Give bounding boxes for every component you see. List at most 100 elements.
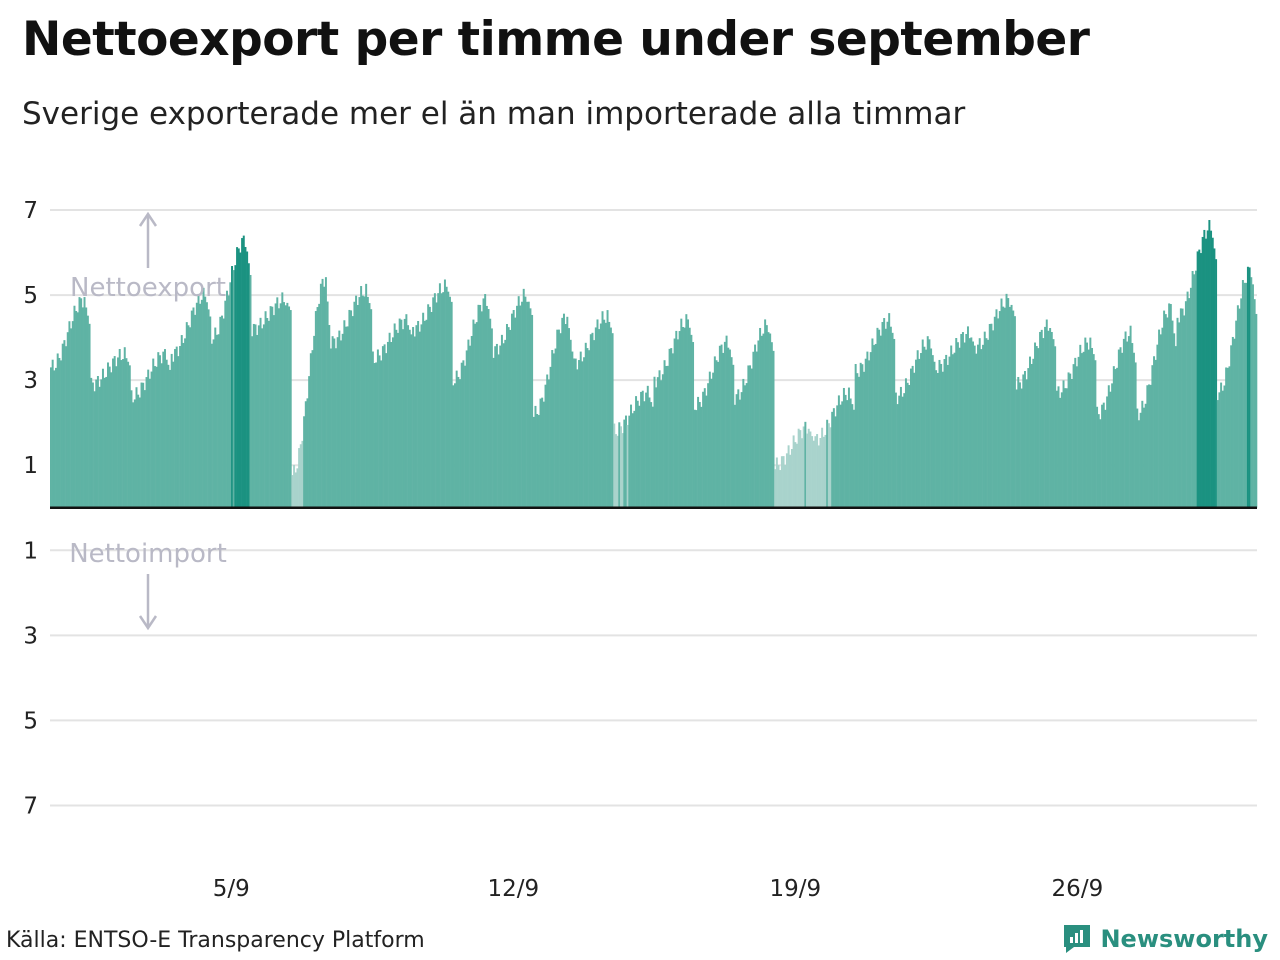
hour-bar bbox=[1200, 253, 1202, 508]
hour-bar bbox=[158, 355, 161, 508]
hour-bar bbox=[997, 318, 1000, 508]
hour-bar bbox=[956, 342, 959, 508]
hour-bar bbox=[536, 413, 539, 508]
hour-bar bbox=[566, 316, 569, 508]
hour-bar bbox=[403, 318, 406, 508]
hour-bar bbox=[769, 333, 772, 508]
hour-bar bbox=[708, 371, 711, 508]
hour-bar bbox=[655, 387, 658, 508]
hour-bar bbox=[744, 385, 746, 508]
hour-bar bbox=[1027, 368, 1030, 508]
hour-bar bbox=[249, 274, 252, 508]
hour-bar bbox=[448, 296, 451, 508]
hour-bar bbox=[234, 265, 237, 508]
hour-bar bbox=[132, 402, 135, 508]
hour-bar bbox=[1139, 412, 1142, 508]
hour-bar bbox=[908, 385, 911, 508]
hour-bar bbox=[244, 246, 247, 508]
hour-bar bbox=[343, 320, 346, 508]
hour-bar bbox=[836, 405, 839, 508]
hour-bar bbox=[941, 371, 944, 508]
hour-bar bbox=[993, 316, 996, 508]
hour-bar bbox=[1007, 298, 1010, 508]
hour-bar bbox=[1050, 331, 1053, 508]
hour-bar bbox=[541, 397, 544, 508]
hour-bar bbox=[1054, 346, 1057, 508]
hour-bar bbox=[1005, 293, 1008, 508]
hour-bar bbox=[1122, 338, 1125, 508]
hour-bar bbox=[633, 410, 636, 508]
hour-bar bbox=[298, 448, 301, 508]
hour-bar bbox=[1221, 390, 1224, 508]
hour-bar bbox=[314, 311, 317, 508]
hour-bar bbox=[469, 345, 472, 508]
hour-bar bbox=[56, 353, 59, 508]
hour-bar bbox=[115, 366, 118, 508]
hour-bar bbox=[844, 394, 847, 508]
hour-bar bbox=[222, 318, 225, 508]
hour-bar bbox=[95, 379, 98, 508]
hour-bar bbox=[1075, 366, 1078, 508]
hour-bar bbox=[1034, 342, 1037, 508]
hour-bar bbox=[179, 346, 182, 508]
hour-bar bbox=[1119, 347, 1122, 508]
hour-bar bbox=[514, 317, 517, 508]
hour-bar bbox=[782, 456, 785, 508]
hour-bar bbox=[160, 363, 163, 508]
hour-bar bbox=[1136, 408, 1139, 508]
hour-bar bbox=[413, 336, 416, 508]
hour-bar bbox=[920, 353, 923, 508]
hour-bar bbox=[998, 311, 1001, 508]
hour-bar bbox=[60, 360, 63, 508]
hour-bar bbox=[693, 409, 696, 508]
hour-bar bbox=[1072, 364, 1075, 508]
hour-bar bbox=[511, 313, 513, 508]
hour-bar bbox=[613, 423, 616, 508]
hour-bar bbox=[864, 358, 867, 508]
hour-bar bbox=[1243, 282, 1246, 508]
hour-bar bbox=[125, 358, 128, 508]
hour-bar bbox=[75, 311, 78, 508]
hour-bar bbox=[831, 411, 834, 508]
hour-bar bbox=[304, 401, 307, 508]
hour-bar bbox=[963, 342, 966, 508]
hour-bar bbox=[475, 322, 478, 508]
hour-bar bbox=[340, 340, 342, 508]
hour-bar bbox=[388, 332, 391, 508]
hour-bar bbox=[199, 303, 202, 508]
hour-bar bbox=[702, 391, 705, 508]
hour-bar bbox=[157, 352, 160, 508]
hour-bar bbox=[408, 329, 411, 508]
hour-bar bbox=[450, 301, 453, 508]
hour-bar bbox=[427, 304, 430, 508]
hour-bar bbox=[727, 347, 730, 508]
hour-bar bbox=[703, 388, 706, 508]
hour-bar bbox=[1039, 331, 1042, 508]
hour-bar bbox=[784, 464, 787, 508]
hour-bar bbox=[764, 319, 767, 508]
hour-bar bbox=[1057, 386, 1060, 508]
chart-title: Nettoexport per timme under september bbox=[22, 12, 1090, 67]
hour-bar bbox=[770, 342, 773, 508]
hour-bar bbox=[341, 333, 344, 508]
hour-bar bbox=[940, 363, 943, 508]
hour-bar bbox=[802, 426, 805, 508]
hour-bar bbox=[373, 363, 376, 508]
hour-bar bbox=[477, 304, 480, 508]
hour-bar bbox=[454, 383, 456, 508]
arrow-up-icon-head bbox=[138, 211, 158, 227]
hour-bar bbox=[898, 395, 901, 508]
hour-bar bbox=[718, 345, 721, 508]
hour-bar bbox=[356, 304, 359, 508]
hour-bar bbox=[323, 286, 326, 508]
hour-bar bbox=[1213, 248, 1216, 508]
hour-bar bbox=[465, 350, 468, 508]
hour-bar bbox=[668, 348, 671, 508]
hour-bar bbox=[546, 374, 549, 508]
hour-bar bbox=[799, 430, 802, 508]
hour-bar bbox=[316, 307, 319, 508]
hour-bar bbox=[814, 436, 817, 508]
hour-bar bbox=[381, 346, 384, 508]
brand[interactable]: Newsworthy bbox=[1062, 922, 1268, 956]
